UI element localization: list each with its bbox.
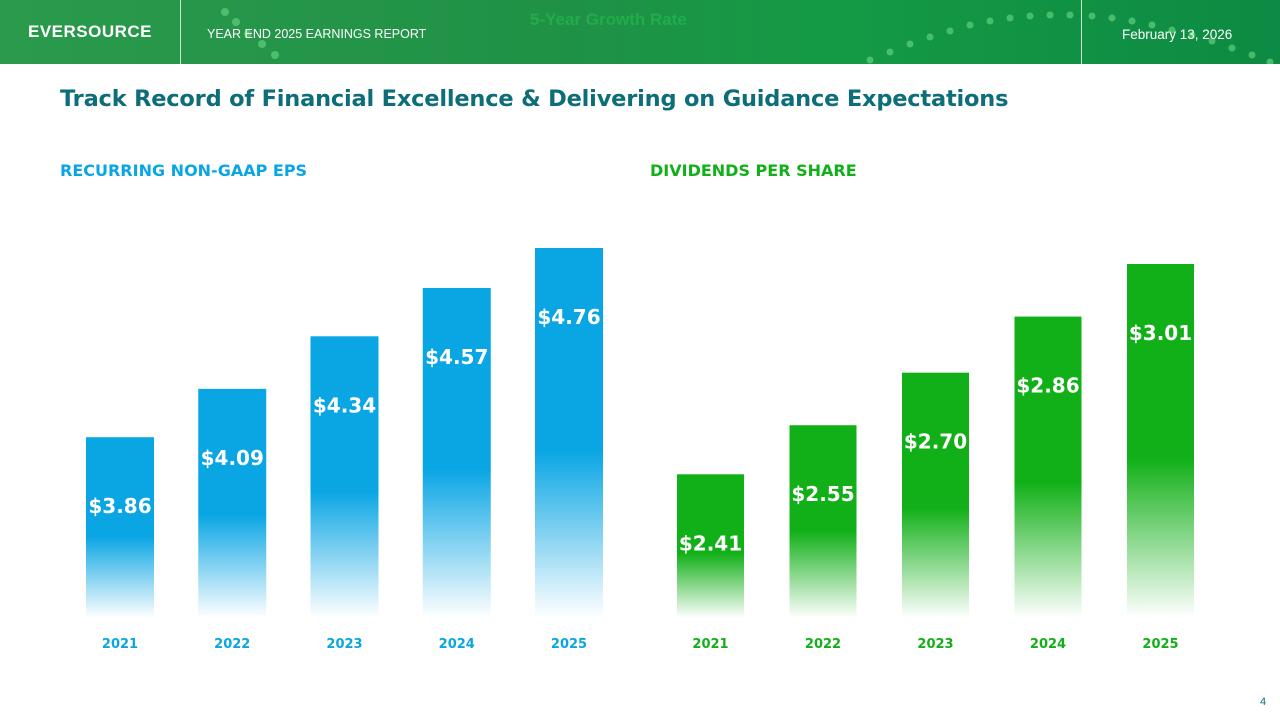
header-divider [180,0,181,64]
decorative-dots [221,8,1274,64]
dividends-value-label: $3.01 [1129,321,1192,345]
report-date: February 13, 2026 [1122,27,1233,42]
eps-year-label: 2021 [102,637,138,652]
eps-value-label: $4.34 [313,393,376,417]
dividends-year-label: 2022 [805,637,841,652]
eps-year-label: 2023 [326,637,362,652]
eps-value-label: $4.09 [201,446,264,470]
dividends-chart: $2.41 2021 $2.55 2022 $2.70 2023 $2.86 2024 $3.0… [677,264,1194,652]
dividends-year-label: 2021 [692,637,728,652]
eps-value-label: $3.86 [88,494,151,518]
eps-bar-2024 [422,287,491,618]
dividends-year-label: 2023 [917,637,953,652]
header-bar: 5-Year Growth Rate EVERSOURCE YEAR END 2… [0,0,1280,64]
eps-bar-2025 [535,248,603,618]
eps-year-label: 2024 [439,637,475,652]
dividends-chart-title: DIVIDENDS PER SHARE [650,161,857,180]
dividends-bar-2025 [1127,264,1194,618]
dividends-year-label: 2025 [1142,637,1178,652]
dividends-value-label: $2.41 [679,531,742,555]
page-title: Track Record of Financial Excellence & D… [60,86,1009,112]
eps-bar-2021 [86,437,154,618]
eps-value-label: $4.57 [425,345,488,369]
eps-bar-2023 [310,336,379,618]
report-title: YEAR END 2025 EARNINGS REPORT [207,27,427,41]
eps-year-label: 2025 [551,637,587,652]
dividends-bar-2022 [789,425,857,618]
eps-bar-2022 [198,388,267,618]
eps-chart-title: RECURRING NON-GAAP EPS [60,161,308,180]
dividends-value-label: $2.55 [791,482,854,506]
dividends-bar-2024 [1014,316,1082,618]
header-divider [1081,0,1082,64]
eps-year-label: 2022 [214,637,250,652]
dividends-year-label: 2024 [1030,637,1066,652]
page-number: 4 [1260,696,1267,708]
eversource-logo: EVERSOURCE [28,22,153,41]
dividends-bar-2021 [677,474,744,618]
eps-value-label: $4.76 [537,305,600,329]
ghost-banner-text: 5-Year Growth Rate [530,10,687,29]
dividends-bar-2023 [902,372,969,618]
dividends-value-label: $2.70 [904,430,967,454]
dividends-value-label: $2.86 [1016,374,1079,398]
eps-chart: $3.86 2021 $4.09 2022 $4.34 2023 $4.57 2024 $4.7… [86,248,603,652]
